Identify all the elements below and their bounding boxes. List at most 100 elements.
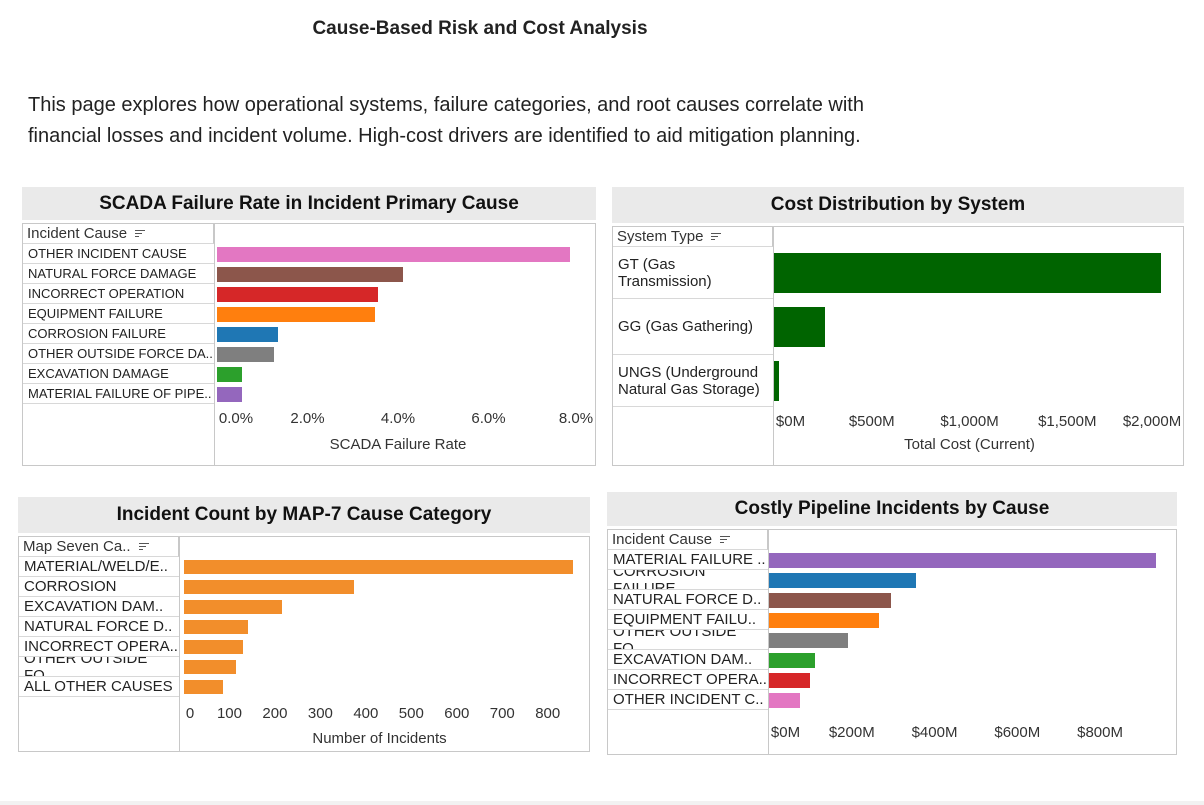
x-tick-label: $1,500M (1038, 413, 1097, 430)
bar[interactable] (769, 672, 811, 688)
chart-frame: System Type GT (Gas Transmission) GG (Gas … (612, 226, 1184, 466)
intro-line-1: This page explores how operational syste… (28, 94, 864, 116)
footer-divider (0, 801, 1204, 805)
chart-title: SCADA Failure Rate in Incident Primary C… (22, 187, 596, 220)
x-tick-label: 8.0% (558, 410, 594, 427)
bar[interactable] (769, 612, 879, 628)
bar[interactable] (184, 580, 355, 594)
x-tick-label: $1,000M (940, 413, 999, 430)
label-column (19, 537, 180, 751)
x-axis-title: Total Cost (Current) (904, 436, 1035, 453)
x-tick-label: 200 (262, 705, 288, 722)
category-label: OTHER OUTSIDE FO.. (19, 657, 179, 677)
costly-incidents-chart: Costly Pipeline Incidents by Cause Incide… (607, 492, 1177, 756)
category-label: GT (Gas Transmission) (613, 247, 773, 299)
x-tick-label: $2,000M (1122, 413, 1182, 430)
chart-frame: Incident Cause MATERIAL FAILURE .. CORROSI… (607, 529, 1177, 755)
category-label: EXCAVATION DAMAGE (23, 364, 214, 384)
category-label: MATERIAL FAILURE OF PIPE.. (23, 384, 214, 404)
row-header[interactable]: System Type (613, 227, 773, 247)
x-tick-label: 6.0% (471, 410, 506, 427)
sort-icon[interactable] (720, 536, 731, 544)
bar[interactable] (184, 600, 282, 614)
bar[interactable] (217, 366, 242, 382)
category-label: MATERIAL FAILURE .. (608, 550, 768, 570)
bar[interactable] (184, 660, 237, 674)
chart-title: Cost Distribution by System (612, 187, 1184, 223)
row-header-label: Incident Cause (612, 531, 713, 548)
scada-failure-rate-chart: SCADA Failure Rate in Incident Primary C… (22, 187, 596, 467)
x-tick-label: $0M (770, 724, 801, 741)
row-header[interactable]: Map Seven Ca.. (19, 537, 179, 557)
chart-title: Incident Count by MAP-7 Cause Category (18, 497, 590, 533)
bar[interactable] (769, 652, 815, 668)
sort-icon[interactable] (711, 233, 722, 241)
category-label: MATERIAL/WELD/E.. (19, 557, 179, 577)
cost-by-system-chart: Cost Distribution by System System Type GT… (612, 187, 1184, 467)
category-label: INCORRECT OPERA.. (608, 670, 768, 690)
bar[interactable] (217, 326, 279, 342)
row-header[interactable]: Incident Cause (23, 224, 214, 244)
bar[interactable] (217, 246, 570, 262)
x-tick-label: $400M (911, 724, 958, 741)
category-label: EQUIPMENT FAILURE (23, 304, 214, 324)
chart-frame: Incident Cause OTHER INCIDENT CAUSE NATURA… (22, 223, 596, 466)
bar[interactable] (184, 640, 244, 654)
bar[interactable] (769, 632, 848, 648)
row-header-label: Incident Cause (27, 225, 128, 242)
row-header[interactable]: Incident Cause (608, 530, 768, 550)
bar[interactable] (217, 306, 376, 322)
bar[interactable] (769, 592, 892, 608)
x-tick-label: $0M (775, 413, 806, 430)
bar[interactable] (774, 253, 1162, 293)
category-label: NATURAL FORCE D.. (19, 617, 179, 637)
bar[interactable] (769, 692, 801, 708)
x-tick-label: 700 (489, 705, 515, 722)
category-label: CORROSION FAILURE (23, 324, 214, 344)
chart-frame: Map Seven Ca.. MATERIAL/WELD/E.. CORROSION… (18, 536, 590, 752)
bar[interactable] (774, 361, 779, 401)
chart-title: Costly Pipeline Incidents by Cause (607, 492, 1177, 526)
bar[interactable] (769, 572, 916, 588)
category-label: GG (Gas Gathering) (613, 299, 773, 355)
category-label: ALL OTHER CAUSES (19, 677, 179, 697)
bar[interactable] (774, 307, 825, 347)
sort-icon[interactable] (135, 230, 146, 238)
x-tick-label: $600M (994, 724, 1041, 741)
bar[interactable] (217, 286, 378, 302)
category-label: UNGS (Underground Natural Gas Storage) (613, 355, 773, 407)
intro-line-2: financial losses and incident volume. Hi… (28, 125, 861, 147)
bar[interactable] (217, 266, 403, 282)
x-tick-label: 500 (398, 705, 424, 722)
x-tick-label: $200M (828, 724, 875, 741)
category-label: CORROSION (19, 577, 179, 597)
category-label: EXCAVATION DAM.. (19, 597, 179, 617)
x-tick-label: 100 (216, 705, 242, 722)
sort-icon[interactable] (138, 543, 149, 551)
category-label: OTHER INCIDENT C.. (608, 690, 768, 710)
x-tick-label: 300 (307, 705, 333, 722)
x-tick-label: $800M (1077, 724, 1123, 741)
x-tick-label: 400 (353, 705, 379, 722)
bar[interactable] (217, 346, 274, 362)
bar[interactable] (184, 560, 573, 574)
x-tick-label: 4.0% (380, 410, 416, 427)
x-axis-title: Number of Incidents (312, 730, 447, 747)
bar[interactable] (184, 620, 248, 634)
category-label: INCORRECT OPERATION (23, 284, 214, 304)
bar[interactable] (769, 552, 1156, 568)
x-axis-title: SCADA Failure Rate (329, 436, 467, 453)
x-tick-label: $500M (848, 413, 895, 430)
category-label: CORROSION FAILURE (608, 570, 768, 590)
x-tick-label: 600 (444, 705, 470, 722)
category-label: NATURAL FORCE D.. (608, 590, 768, 610)
category-label: OTHER OUTSIDE FORCE DA.. (23, 344, 214, 364)
incident-count-map7-chart: Incident Count by MAP-7 Cause Category Ma… (18, 497, 590, 753)
page-title: Cause-Based Risk and Cost Analysis (312, 18, 648, 39)
x-tick-label: 0.0% (218, 410, 254, 427)
x-tick-label: 800 (535, 705, 561, 722)
bar[interactable] (184, 680, 223, 694)
category-label: NATURAL FORCE DAMAGE (23, 264, 214, 284)
row-header-label: Map Seven Ca.. (23, 538, 131, 555)
bar[interactable] (217, 386, 242, 402)
